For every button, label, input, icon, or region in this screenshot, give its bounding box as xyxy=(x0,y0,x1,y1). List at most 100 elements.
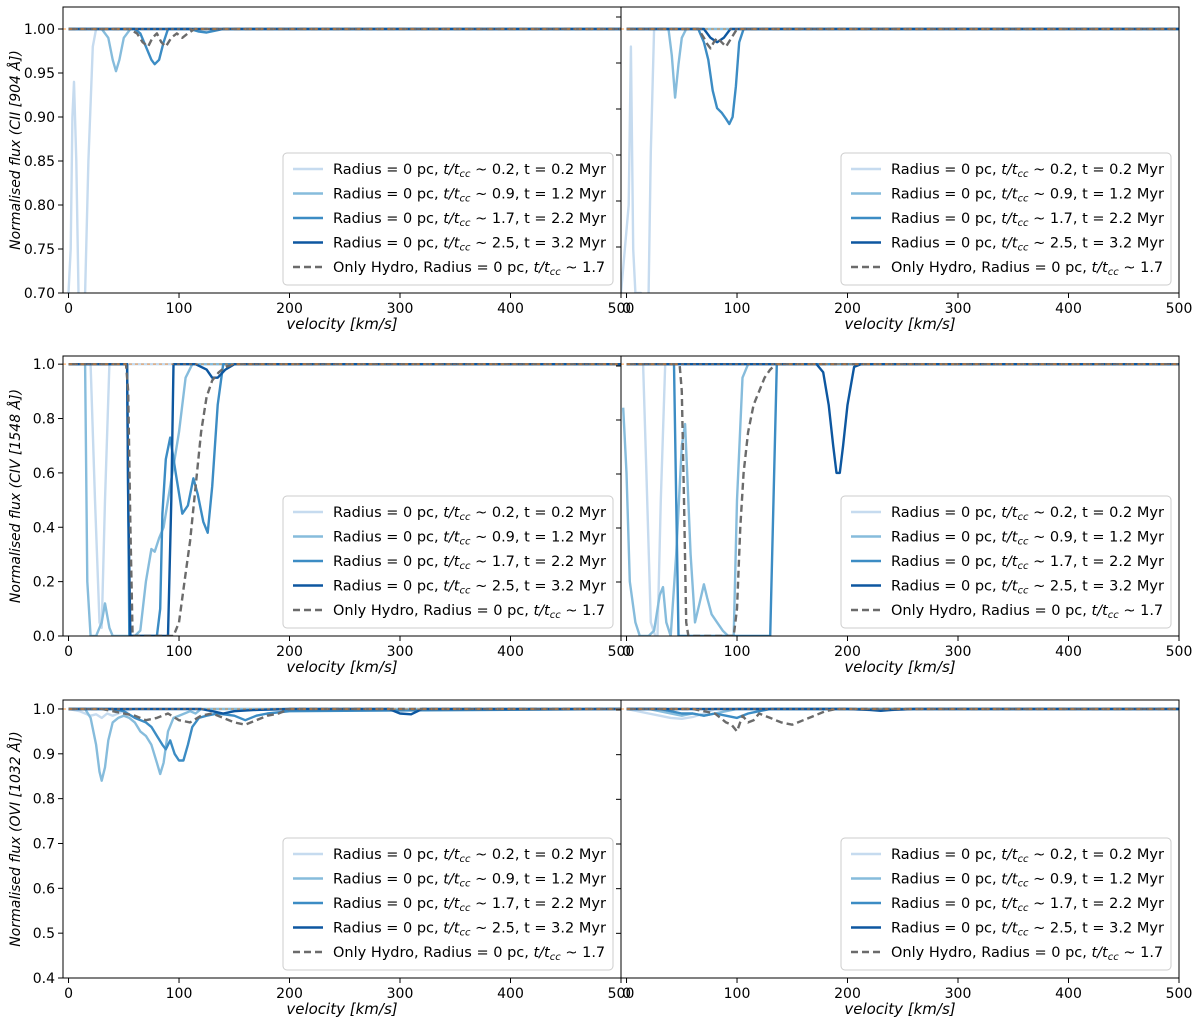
legend-label-ratio: t/t xyxy=(1091,945,1109,961)
y-tick-label: 0.6 xyxy=(33,466,55,482)
x-tick-label: 200 xyxy=(276,644,303,660)
y-tick-label: 0.8 xyxy=(33,792,55,808)
legend-label-rest: ~ 1.7, t = 2.2 Myr xyxy=(470,896,605,912)
legend-label-text: Radius = 0 pc, xyxy=(333,847,443,863)
legend-label-ratio: t/t xyxy=(443,872,461,888)
x-axis-label: velocity [km/s] xyxy=(286,315,397,333)
legend-label-subscript: cc xyxy=(1017,243,1028,254)
x-tick-label: 400 xyxy=(497,986,524,1002)
legend: Radius = 0 pc, t/tcc ~ 0.2, t = 0.2 MyrR… xyxy=(282,837,614,971)
legend-label-ratio: t/t xyxy=(1001,187,1019,203)
y-tick-label: 0.95 xyxy=(24,66,55,82)
x-axis-label: velocity [km/s] xyxy=(286,1000,397,1018)
x-tick-label: 300 xyxy=(387,301,414,317)
legend-label-subscript: cc xyxy=(1017,879,1028,890)
legend-label-ratio: t/t xyxy=(533,945,551,961)
x-tick-label: 300 xyxy=(387,986,414,1002)
legend-label-ratio: t/t xyxy=(443,530,461,546)
series-line-r25 xyxy=(68,363,621,636)
x-tick-label: 100 xyxy=(724,644,751,660)
panel-2-1: 0 100 200 300 400 500 velocity [km/s] Radius = … xyxy=(616,699,1192,1018)
x-tick-label: 500 xyxy=(608,301,635,317)
y-tick-label: 0.2 xyxy=(33,575,55,591)
series-group xyxy=(621,363,1179,636)
legend-label-ratio: t/t xyxy=(1001,921,1019,937)
legend-label: Radius = 0 pc, t/tcc ~ 1.7, t = 2.2 Myr xyxy=(333,554,606,572)
panel-1-0: 0 100 200 300 400 500 0.0 0.2 0.4 0.6 0.8 1.0 veloci… xyxy=(7,355,634,676)
series-line-r17 xyxy=(68,707,621,762)
y-axis-label: Normalised flux (OVI [1032 Å]) xyxy=(7,731,24,946)
legend-label-subscript: cc xyxy=(459,194,470,205)
x-tick-label: 200 xyxy=(276,301,303,317)
legend-label-text: Radius = 0 pc, xyxy=(333,872,443,888)
legend-label-text: Radius = 0 pc, xyxy=(333,162,443,178)
legend-label: Radius = 0 pc, t/tcc ~ 0.9, t = 1.2 Myr xyxy=(333,872,606,890)
legend-label-rest: ~ 1.7 xyxy=(561,260,605,276)
legend-label-subscript: cc xyxy=(459,243,470,254)
legend-label-text: Only Hydro, Radius = 0 pc, xyxy=(333,945,533,961)
x-tick-label: 300 xyxy=(945,986,972,1002)
legend-label-text: Radius = 0 pc, xyxy=(891,579,1001,595)
legend-label-text: Radius = 0 pc, xyxy=(891,187,1001,203)
y-tick-label: 0.0 xyxy=(33,629,55,645)
legend-label: Radius = 0 pc, t/tcc ~ 2.5, t = 3.2 Myr xyxy=(333,236,606,254)
legend-label-text: Radius = 0 pc, xyxy=(891,896,1001,912)
legend-label-ratio: t/t xyxy=(533,603,551,619)
legend-label-text: Radius = 0 pc, xyxy=(891,530,1001,546)
legend-label-rest: ~ 1.7 xyxy=(1119,945,1163,961)
y-tick-label: 0.90 xyxy=(24,110,55,126)
legend-label-rest: ~ 1.7 xyxy=(561,603,605,619)
x-tick-label: 300 xyxy=(387,644,414,660)
legend-label: Radius = 0 pc, t/tcc ~ 1.7, t = 2.2 Myr xyxy=(891,211,1164,229)
legend-label-subscript: cc xyxy=(1108,952,1119,963)
x-axis-label: velocity [km/s] xyxy=(286,658,397,676)
series-line-r25 xyxy=(626,27,1179,44)
legend-label-text: Radius = 0 pc, xyxy=(891,162,1001,178)
series-group xyxy=(63,363,621,636)
x-tick-label: 0 xyxy=(622,644,631,660)
legend-label-subscript: cc xyxy=(459,218,470,229)
legend-label: Only Hydro, Radius = 0 pc, t/tcc ~ 1.7 xyxy=(891,260,1163,278)
legend-label: Only Hydro, Radius = 0 pc, t/tcc ~ 1.7 xyxy=(333,603,605,621)
x-tick-label: 400 xyxy=(1055,986,1082,1002)
x-tick-label: 200 xyxy=(834,986,861,1002)
x-tick-label: 100 xyxy=(724,301,751,317)
legend-label-ratio: t/t xyxy=(1001,162,1019,178)
legend-label-rest: ~ 2.5, t = 3.2 Myr xyxy=(470,579,605,595)
legend-label-ratio: t/t xyxy=(1001,872,1019,888)
legend-label-text: Radius = 0 pc, xyxy=(333,211,443,227)
legend-box xyxy=(282,495,614,629)
legend-label-text: Radius = 0 pc, xyxy=(333,236,443,252)
x-tick-label: 200 xyxy=(834,644,861,660)
legend-label-text: Radius = 0 pc, xyxy=(891,847,1001,863)
y-axis-label: Normalised flux (CIV [1548 Å]) xyxy=(7,389,24,603)
axes-frame xyxy=(620,355,1180,637)
legend-label: Radius = 0 pc, t/tcc ~ 0.9, t = 1.2 Myr xyxy=(891,530,1164,548)
legend-label-rest: ~ 1.7 xyxy=(1119,260,1163,276)
legend-label-text: Only Hydro, Radius = 0 pc, xyxy=(333,603,533,619)
legend-label-rest: ~ 0.2, t = 0.2 Myr xyxy=(470,847,605,863)
legend-label-ratio: t/t xyxy=(1001,505,1019,521)
legend-label-ratio: t/t xyxy=(443,554,461,570)
x-tick-label: 500 xyxy=(1166,644,1193,660)
legend-label-ratio: t/t xyxy=(533,260,551,276)
legend-label: Radius = 0 pc, t/tcc ~ 2.5, t = 3.2 Myr xyxy=(891,579,1164,597)
legend: Radius = 0 pc, t/tcc ~ 0.2, t = 0.2 MyrR… xyxy=(840,495,1172,629)
legend-label-rest: ~ 1.7 xyxy=(1119,603,1163,619)
legend-label-rest: ~ 1.7, t = 2.2 Myr xyxy=(1028,554,1163,570)
x-tick-label: 400 xyxy=(1055,301,1082,317)
legend-label-rest: ~ 0.2, t = 0.2 Myr xyxy=(1028,162,1163,178)
legend-label-text: Radius = 0 pc, xyxy=(891,872,1001,888)
legend-box xyxy=(282,837,614,971)
legend-label: Radius = 0 pc, t/tcc ~ 0.2, t = 0.2 Myr xyxy=(891,847,1164,865)
legend-label: Radius = 0 pc, t/tcc ~ 0.2, t = 0.2 Myr xyxy=(333,505,606,523)
y-tick-label: 0.80 xyxy=(24,198,55,214)
legend-label-rest: ~ 2.5, t = 3.2 Myr xyxy=(1028,579,1163,595)
legend-label-ratio: t/t xyxy=(443,211,461,227)
series-group xyxy=(621,27,1179,293)
legend: Radius = 0 pc, t/tcc ~ 0.2, t = 0.2 Myr R… xyxy=(282,495,614,629)
legend-label-rest: ~ 1.7, t = 2.2 Myr xyxy=(1028,896,1163,912)
legend-label: Radius = 0 pc, t/tcc ~ 0.9, t = 1.2 Myr xyxy=(891,872,1164,890)
legend-label-subscript: cc xyxy=(1017,512,1028,523)
legend-label-text: Radius = 0 pc, xyxy=(333,530,443,546)
